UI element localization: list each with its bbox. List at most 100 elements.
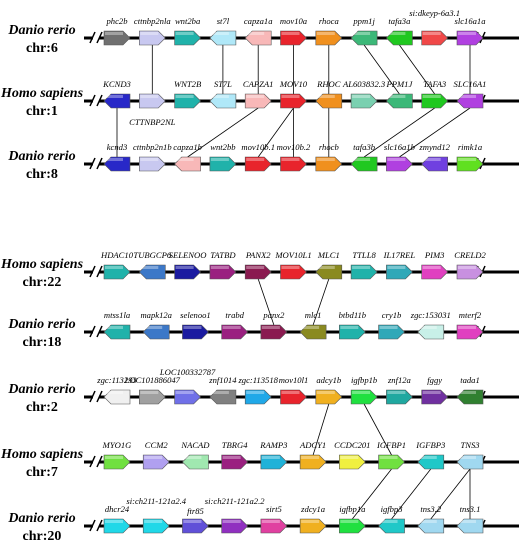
- ortholog-connector: [312, 278, 330, 326]
- species-label: Danio rerio: [7, 149, 75, 164]
- gene-arrow-shine: [387, 32, 406, 35]
- species-label: Danio rerio: [7, 23, 75, 38]
- ortholog-connector: [430, 468, 471, 520]
- gene-arrow-znf1014: [209, 389, 237, 405]
- ortholog-connector: [312, 403, 330, 456]
- gene-arrow-shine: [379, 326, 398, 329]
- gene-arrow-shine: [301, 520, 320, 523]
- gene-label-slc16a1b: slc16a1b: [384, 142, 416, 152]
- chromosome-label: chr:22: [23, 275, 62, 290]
- gene-label-panx2: panx2: [262, 310, 285, 320]
- gene-label-creld2: CRELD2: [454, 250, 486, 260]
- gene-arrow-shine: [210, 391, 229, 394]
- gene-arrow-shine: [281, 266, 300, 269]
- gene-arrow-wnt2b: [174, 93, 202, 109]
- gene-arrow-shine: [261, 326, 280, 329]
- gene-arrow-shine: [105, 520, 123, 523]
- gene-arrow-tns3-2: [417, 518, 445, 534]
- gene-arrow-cttnbp2nla: [139, 30, 166, 46]
- chromosome-label: chr:18: [23, 335, 62, 350]
- gene-arrow-shine: [210, 266, 229, 269]
- chromosome-label: chr:8: [26, 167, 58, 182]
- gene-label-myo1g: MYO1G: [102, 440, 132, 450]
- gene-arrow-ppm1j: [350, 30, 378, 46]
- gene-arrow-shine: [352, 391, 371, 394]
- break-gap: [93, 158, 99, 170]
- break-mark: [89, 157, 96, 170]
- gene-label-wnt2bb: wnt2bb: [210, 142, 236, 152]
- gene-arrow-slc16a1a: [456, 30, 484, 46]
- gene-label-igfbp1b: igfbp1b: [351, 375, 378, 385]
- gene-label-ppm1j: PPM1J: [386, 79, 414, 89]
- gene-arrow-myo1g: [103, 454, 131, 470]
- gene-arrow-shine: [183, 520, 202, 523]
- gene-label-mlc1: mlc1: [305, 310, 322, 320]
- ortholog-connector: [352, 468, 392, 520]
- gene-arrow-cry1b: [378, 324, 405, 340]
- gene-arrow-mterf2: [456, 324, 484, 340]
- gene-label-ftr85: ftr85: [187, 506, 204, 516]
- gene-arrow-shine: [387, 95, 406, 98]
- gene-label-dhcr24: dhcr24: [105, 504, 130, 514]
- gene-arrow-shine: [281, 391, 300, 394]
- gene-label-zgc-113293: zgc:113293: [96, 375, 136, 385]
- gene-arrow-nacad: [182, 454, 209, 470]
- ortholog-connector: [391, 468, 432, 520]
- break-mark: [89, 390, 96, 403]
- gene-arrow-mov10: [280, 93, 307, 109]
- gene-label-cttnbp2nla: cttnbp2nla: [134, 16, 171, 26]
- gene-label-kcnd3: KCND3: [102, 79, 131, 89]
- gene-arrow-shine: [222, 326, 241, 329]
- gene-arrow-ftr85: [182, 518, 209, 534]
- gene-arrow-shine: [352, 158, 371, 161]
- gene-arrow-creld2: [456, 264, 484, 280]
- gene-arrow-shine: [175, 32, 194, 35]
- gene-arrow-shine: [352, 32, 371, 35]
- gene-arrow-hdac10: [103, 264, 131, 280]
- gene-arrow-shine: [105, 266, 123, 269]
- ortholog-connector: [399, 44, 436, 95]
- gene-arrow-shine: [175, 95, 194, 98]
- gene-arrow-btbd11b: [339, 324, 366, 340]
- gene-label-zdcy1a: zdcy1a: [300, 504, 325, 514]
- gene-arrow-shine: [422, 266, 441, 269]
- gene-arrow-il17rel: [386, 264, 413, 280]
- gene-arrow-shine: [105, 32, 123, 35]
- gene-arrow-capza1: [244, 93, 272, 109]
- break-gap: [93, 391, 99, 403]
- gene-label-igfbp1a: igfbp1a: [339, 504, 365, 514]
- gene-arrow-shine: [301, 456, 320, 459]
- gene-arrow-si-ch211-121a2-4: [142, 518, 170, 534]
- gene-arrow-tada1: [456, 389, 484, 405]
- gene-arrow-shine: [458, 95, 476, 98]
- break-mark: [96, 94, 103, 107]
- gene-label-rhoc: RHOC: [316, 79, 341, 89]
- gene-arrow-shine: [458, 32, 476, 35]
- gene-arrow-adcy1: [299, 454, 327, 470]
- gene-arrow-ramp3: [260, 454, 288, 470]
- gene-label-mtss1la: mtss1la: [104, 310, 130, 320]
- gene-arrow-shine: [316, 32, 335, 35]
- gene-arrow-slc16a1b: [386, 156, 413, 172]
- gene-label-nacad: NACAD: [180, 440, 210, 450]
- gene-label-tafa3a: tafa3a: [388, 16, 410, 26]
- gene-label-tatbd: TATBD: [210, 250, 236, 260]
- break-mark: [96, 157, 103, 170]
- track-danio-rerio-chr-20: Danio rerio chr:20 dhcr24si:ch211-121a2.4f…: [7, 496, 519, 544]
- break-mark: [89, 455, 96, 468]
- gene-arrow-shine: [183, 456, 202, 459]
- gene-arrow-shine: [105, 326, 123, 329]
- species-label: Homo sapiens: [0, 257, 84, 272]
- break-mark: [96, 325, 103, 338]
- gene-label-tafa3: TAFA3: [423, 79, 446, 89]
- gene-arrow-al603832-3: [350, 93, 378, 109]
- gene-label-hdac10: HDAC10: [100, 250, 134, 260]
- gene-label-ttll8: TTLL8: [352, 250, 376, 260]
- gene-label-ppm1j: ppm1j: [352, 16, 375, 26]
- gene-arrow-shine: [246, 391, 265, 394]
- gene-arrow-ttll8: [350, 264, 378, 280]
- ortholog-connector: [257, 278, 275, 326]
- gene-arrow-zgc-153031: [417, 324, 445, 340]
- chromosome-label: chr:7: [26, 465, 58, 480]
- break-mark: [96, 455, 103, 468]
